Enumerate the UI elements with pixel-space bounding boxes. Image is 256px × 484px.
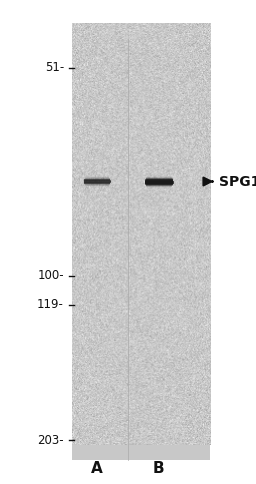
- FancyBboxPatch shape: [72, 39, 210, 460]
- Text: A: A: [91, 461, 103, 476]
- Text: 100-: 100-: [37, 270, 64, 282]
- Text: 51-: 51-: [45, 61, 64, 74]
- Text: SPG11: SPG11: [219, 175, 256, 188]
- Text: 119-: 119-: [37, 299, 64, 311]
- Text: B: B: [153, 461, 165, 476]
- Text: 203-: 203-: [37, 434, 64, 447]
